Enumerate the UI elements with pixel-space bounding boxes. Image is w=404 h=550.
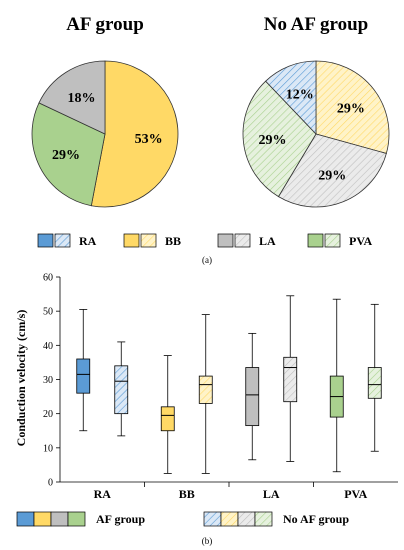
pie-noaf-slice-bb bbox=[315, 60, 390, 154]
legend-noaf-bb-swatch bbox=[220, 511, 239, 527]
box-af-la bbox=[245, 367, 260, 427]
pie-noaf-slice-pva bbox=[242, 80, 317, 198]
pie-af-label-bb: 53% bbox=[135, 132, 163, 147]
box-noaf-bb bbox=[198, 375, 213, 404]
y-tick-label: 40 bbox=[43, 341, 53, 352]
x-axis-categories: RA BB LA PVA bbox=[94, 482, 368, 501]
legend-bb-hatched-swatch bbox=[140, 233, 157, 248]
legend-la-label: LA bbox=[259, 234, 276, 248]
panel-b-caption: (b) bbox=[202, 536, 213, 546]
legend-pva-hatched-swatch bbox=[324, 233, 341, 248]
box-noaf-ra bbox=[114, 365, 129, 415]
box-noaf-la bbox=[283, 356, 298, 403]
x-category-label-pva: PVA bbox=[344, 487, 367, 501]
legend-af-group-label: AF group bbox=[96, 512, 145, 526]
legend-af-bb-swatch bbox=[33, 511, 52, 527]
legend-af-pva-swatch bbox=[67, 511, 86, 527]
x-category-label-bb: BB bbox=[179, 487, 195, 501]
pie-noaf-group: 29% 29% 29% 12% bbox=[242, 60, 390, 208]
legend-af-la-swatch bbox=[50, 511, 69, 527]
boxplot-chart: 0 10 20 30 40 50 60 RA BB LA PVA bbox=[43, 273, 398, 501]
legend-la-solid-swatch bbox=[217, 233, 234, 248]
pie-af-slice-pva bbox=[31, 102, 106, 207]
legend-noaf-pva-swatch bbox=[254, 511, 273, 527]
legend-ra-hatched-swatch bbox=[54, 233, 71, 248]
x-category-label-ra: RA bbox=[94, 487, 112, 501]
legend-la-hatched-swatch bbox=[234, 233, 251, 248]
legend-ra-label: RA bbox=[79, 234, 97, 248]
pie-af-group: 53% 29% 18% bbox=[31, 60, 179, 208]
legend-pva-solid-swatch bbox=[307, 233, 324, 248]
y-tick-label: 20 bbox=[43, 409, 53, 420]
box-noaf-pva bbox=[367, 367, 382, 399]
boxplot-boxes bbox=[76, 295, 382, 474]
y-tick-label: 0 bbox=[48, 478, 53, 489]
pie-af-label-pva: 29% bbox=[52, 148, 80, 163]
pie-noaf-title: No AF group bbox=[264, 14, 369, 35]
pie-noaf-slice-ra bbox=[265, 60, 317, 135]
panel-a-caption: (a) bbox=[202, 255, 212, 265]
box-af-bb bbox=[160, 406, 175, 432]
y-tick-label: 30 bbox=[43, 375, 53, 386]
pie-noaf-label-pva: 29% bbox=[259, 133, 287, 148]
legend-af-ra-swatch bbox=[16, 511, 35, 527]
legend-pva-label: PVA bbox=[349, 234, 372, 248]
x-category-label-la: LA bbox=[263, 487, 280, 501]
y-tick-label: 10 bbox=[43, 443, 53, 454]
pie-noaf-label-la: 29% bbox=[318, 169, 346, 184]
legend-bb-label: BB bbox=[165, 234, 181, 248]
box-af-ra bbox=[76, 358, 91, 394]
legend-noaf-la-swatch bbox=[237, 511, 256, 527]
y-tick-label: 60 bbox=[43, 273, 53, 284]
pie-noaf-label-ra: 12% bbox=[286, 87, 314, 102]
y-axis-label: Conduction velocity (cm/s) bbox=[14, 310, 28, 447]
pie-af-slice-bb bbox=[90, 60, 179, 208]
y-axis-ticks: 0 10 20 30 40 50 60 bbox=[43, 273, 60, 489]
pie-af-slice-la bbox=[38, 60, 106, 135]
legend-bb-solid-swatch bbox=[123, 233, 140, 248]
legend-noaf-ra-swatch bbox=[203, 511, 222, 527]
legend-noaf-group-label: No AF group bbox=[283, 512, 349, 526]
pie-af-label-la: 18% bbox=[68, 91, 96, 106]
y-tick-label: 50 bbox=[43, 307, 53, 318]
pie-af-title: AF group bbox=[66, 14, 144, 35]
pie-legend: RA BB LA PVA bbox=[37, 233, 372, 248]
boxplot-legend: AF group No AF group bbox=[16, 511, 349, 527]
pie-noaf-label-bb: 29% bbox=[337, 102, 365, 117]
legend-ra-solid-swatch bbox=[37, 233, 54, 248]
